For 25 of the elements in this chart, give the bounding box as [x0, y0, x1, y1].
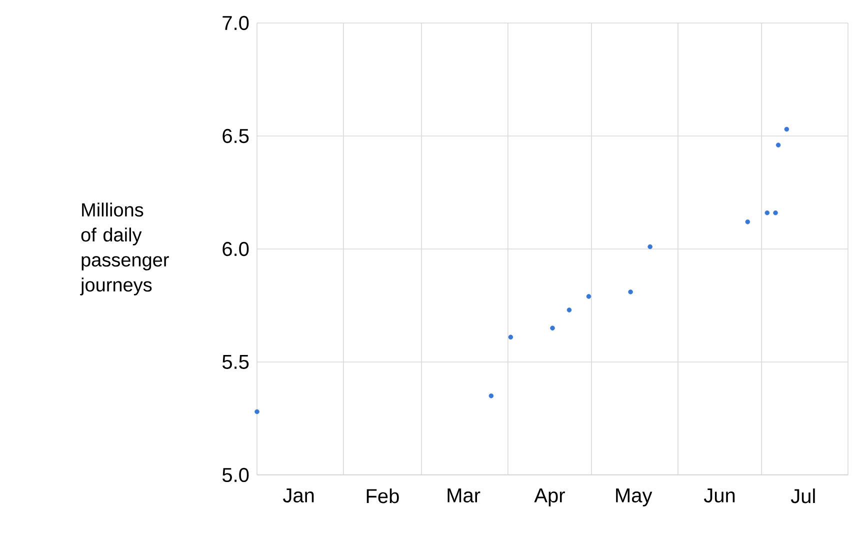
x-tick-label: Feb [366, 488, 399, 504]
point [628, 290, 633, 294]
y-tick-label: 6.0 [222, 242, 249, 256]
y-axis-title: Millions of daily passenger journeys [80, 202, 169, 296]
point [764, 210, 770, 216]
point [773, 210, 778, 216]
y-tick-label: 5.0 [222, 468, 249, 482]
y-tick-label: 5.5 [222, 355, 249, 369]
point [586, 294, 592, 299]
x-tick-label: Apr [534, 488, 565, 506]
point [745, 219, 750, 224]
x-tick-label: May [616, 488, 652, 506]
point [566, 308, 572, 312]
point [508, 334, 514, 340]
x-tick-label: Jun [704, 488, 735, 502]
point [776, 142, 781, 148]
x-tick-label: Jan [283, 488, 314, 502]
point [550, 326, 555, 330]
point [648, 244, 652, 250]
y-tick-label: 6.5 [222, 128, 249, 144]
point [784, 126, 790, 132]
y-tick-label: 7.0 [222, 16, 249, 30]
x-tick-label: Mar [448, 488, 480, 502]
x-tick-label: Jul [790, 488, 815, 504]
point [488, 393, 494, 398]
